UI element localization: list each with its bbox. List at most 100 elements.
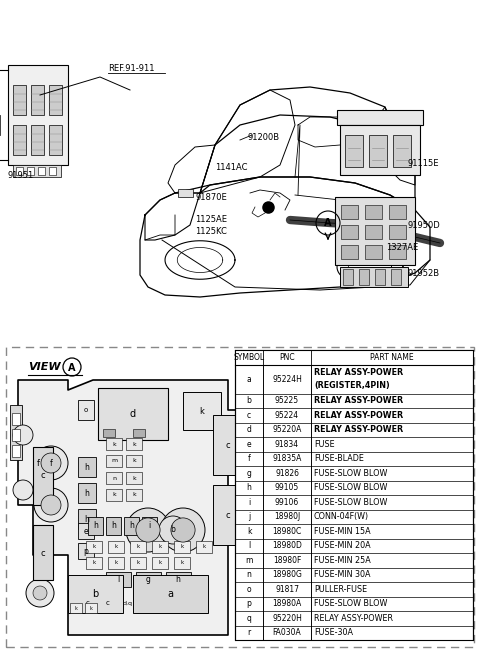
Bar <box>106 517 121 535</box>
Bar <box>13 85 26 115</box>
Text: PULLER-FUSE: PULLER-FUSE <box>314 585 367 593</box>
Text: k: k <box>158 544 162 550</box>
Text: n: n <box>112 476 116 481</box>
Text: PART NAME: PART NAME <box>370 353 414 362</box>
Text: k: k <box>92 544 96 550</box>
Bar <box>337 110 423 125</box>
Bar <box>142 517 157 535</box>
Bar <box>86 541 102 553</box>
Text: k: k <box>90 605 93 610</box>
Bar <box>78 509 96 529</box>
Text: e: e <box>84 527 88 536</box>
Circle shape <box>33 586 47 600</box>
Text: 91951: 91951 <box>8 170 34 179</box>
Bar <box>49 125 62 155</box>
Bar <box>78 483 96 503</box>
Bar <box>70 603 82 613</box>
Text: A: A <box>68 363 76 373</box>
Text: a: a <box>247 375 252 383</box>
Text: k: k <box>114 561 118 565</box>
Text: 91115E: 91115E <box>408 159 440 168</box>
Bar <box>130 541 146 553</box>
Bar <box>106 472 122 484</box>
Text: n: n <box>247 571 252 579</box>
Bar <box>33 447 53 505</box>
Circle shape <box>171 518 195 542</box>
Bar <box>389 205 406 219</box>
Bar <box>365 245 382 259</box>
Bar <box>126 455 142 467</box>
Bar <box>335 197 415 265</box>
Bar <box>12 445 20 457</box>
Bar <box>174 557 190 569</box>
Bar <box>130 557 146 569</box>
Bar <box>340 267 408 287</box>
Text: p: p <box>247 599 252 608</box>
Bar <box>174 541 190 553</box>
Text: i: i <box>248 498 250 507</box>
Text: g: g <box>145 575 150 584</box>
Bar <box>235 350 473 640</box>
Bar <box>126 489 142 501</box>
Text: h: h <box>129 521 134 531</box>
Text: k: k <box>136 561 140 565</box>
Bar <box>126 438 142 450</box>
Text: FUSE-SLOW BLOW: FUSE-SLOW BLOW <box>314 469 387 477</box>
Text: c: c <box>226 510 230 519</box>
Text: h: h <box>84 462 89 472</box>
Bar <box>152 541 168 553</box>
Bar <box>106 489 122 501</box>
Bar <box>38 167 45 175</box>
Bar <box>108 557 124 569</box>
Bar <box>166 572 191 587</box>
Bar <box>345 135 363 167</box>
Text: c: c <box>86 600 90 606</box>
Bar <box>8 65 68 165</box>
Text: 91826: 91826 <box>275 469 299 477</box>
Text: 1327AE: 1327AE <box>386 242 418 252</box>
Circle shape <box>34 488 68 522</box>
Text: 18980C: 18980C <box>272 527 301 536</box>
Bar <box>213 485 243 545</box>
Text: l: l <box>117 575 119 584</box>
Text: REF.91-911: REF.91-911 <box>108 64 155 73</box>
Bar <box>49 85 62 115</box>
Text: f: f <box>248 455 251 463</box>
Text: k: k <box>132 441 136 447</box>
Text: a: a <box>167 589 173 599</box>
Text: VIEW: VIEW <box>28 362 60 372</box>
Text: c: c <box>41 548 45 557</box>
Text: f: f <box>49 458 52 468</box>
Text: k: k <box>114 544 118 550</box>
Bar <box>393 135 411 167</box>
Bar <box>13 125 26 155</box>
Text: b: b <box>92 589 98 599</box>
Text: RELAY ASSY-POWER: RELAY ASSY-POWER <box>314 396 403 405</box>
Bar <box>341 205 358 219</box>
Text: c: c <box>41 472 45 481</box>
Text: j: j <box>248 512 250 521</box>
Text: k: k <box>112 441 116 447</box>
Bar <box>235 350 473 364</box>
Bar <box>68 575 123 613</box>
Bar <box>0 0 480 311</box>
Bar <box>341 225 358 239</box>
Text: o: o <box>84 407 88 413</box>
Bar <box>98 388 168 440</box>
Text: d: d <box>130 409 136 419</box>
Text: 18980A: 18980A <box>272 599 301 608</box>
Text: l: l <box>248 541 250 550</box>
Text: FUSE-MIN 25A: FUSE-MIN 25A <box>314 555 371 565</box>
Text: FUSE: FUSE <box>314 440 335 449</box>
Bar <box>136 572 161 587</box>
Bar <box>106 438 122 450</box>
Text: 91952B: 91952B <box>408 269 440 278</box>
Text: h: h <box>247 483 252 493</box>
Text: 95225: 95225 <box>275 396 299 405</box>
Text: h: h <box>111 521 116 531</box>
Bar <box>86 557 102 569</box>
Bar <box>341 245 358 259</box>
Text: r: r <box>247 628 251 637</box>
Text: k: k <box>200 407 204 415</box>
Text: k: k <box>203 544 205 550</box>
